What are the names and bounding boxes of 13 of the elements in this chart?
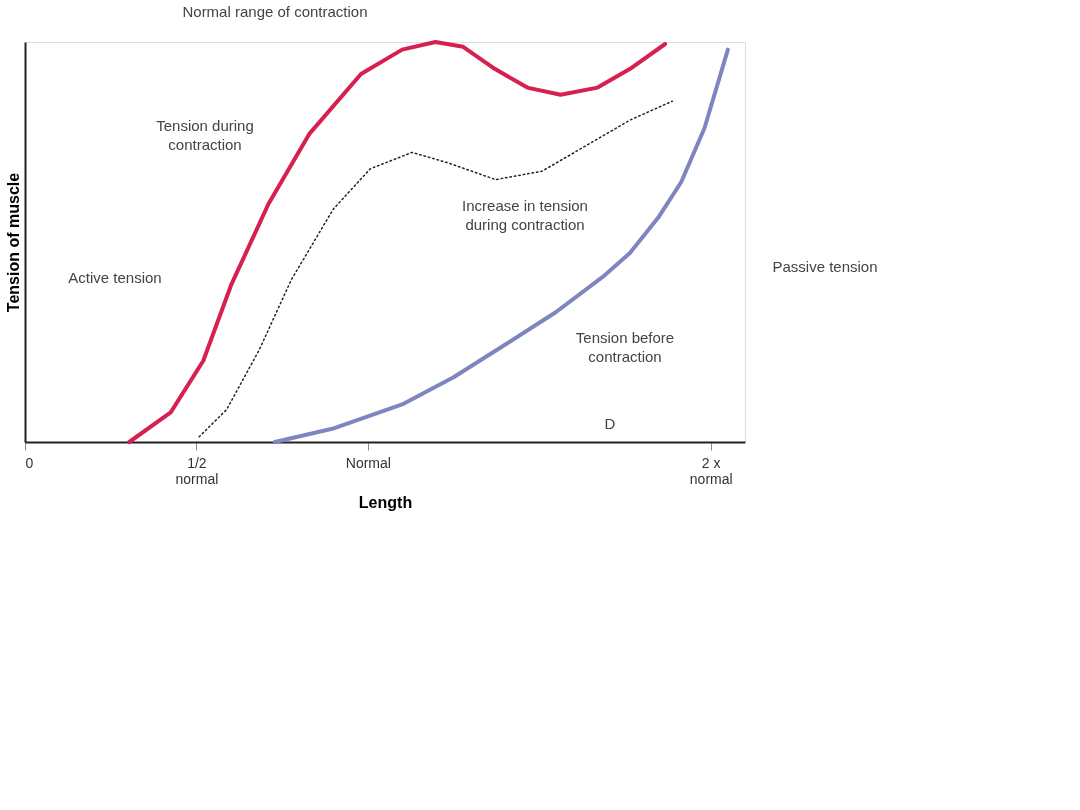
x-tick-label: 2 x normal xyxy=(689,454,733,487)
annotation: Tension during contraction xyxy=(156,117,254,153)
x-tick-label: 1/2 normal xyxy=(175,454,219,487)
y-axis-title: Tension of muscle xyxy=(4,172,22,313)
text: Passive tension xyxy=(772,258,878,275)
annotation: D xyxy=(604,415,616,432)
x-axis-title: Length xyxy=(358,493,413,511)
annotation: Tension before contraction xyxy=(575,329,675,365)
annotation: Active tension xyxy=(68,269,162,286)
x-tick-label: Normal xyxy=(345,454,391,471)
annotation: Increase in tension during contraction xyxy=(462,197,588,233)
x-tick-label: 0 xyxy=(25,454,34,471)
text: Normal range of contraction xyxy=(182,3,368,20)
